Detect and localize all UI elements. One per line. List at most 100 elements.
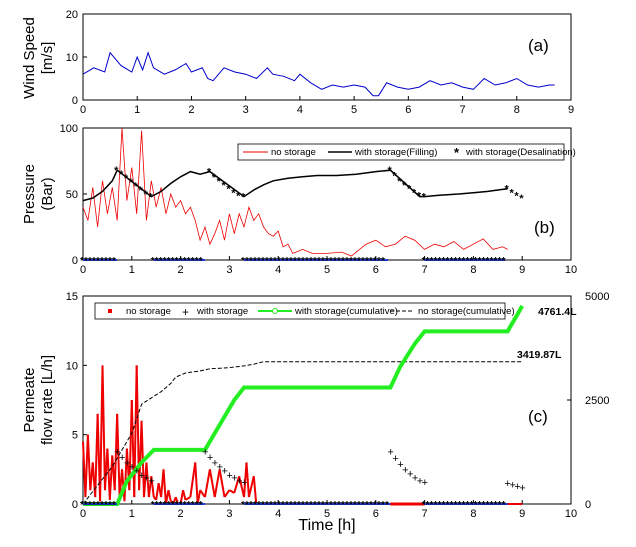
b-zero-marker-73: * — [482, 256, 486, 267]
b-zero-marker-56: * — [377, 256, 381, 267]
c-zero-marker-40: * — [313, 500, 317, 511]
permeate-storage-point-27: + — [514, 481, 520, 493]
permeate-no-storage-seg-54 — [238, 476, 246, 498]
b-zero-marker-69: * — [466, 256, 470, 267]
c-zero-marker-11: * — [159, 500, 163, 511]
c-zero-marker-38: * — [305, 500, 309, 511]
c-zero-marker-60: * — [426, 500, 430, 511]
c-zero-marker-66: * — [450, 500, 454, 511]
c-zero-marker-67: * — [454, 500, 458, 511]
permeate-no-storage-seg-47 — [204, 469, 211, 498]
b-zero-marker-63: * — [442, 256, 446, 267]
pressure-desal-point-2: * — [124, 173, 129, 185]
c-zero-marker-72: * — [474, 500, 478, 511]
a-ytick-label-1: 10 — [66, 52, 78, 64]
c-zero-marker-25: * — [253, 500, 257, 511]
permeate-zero-markers: * * * * * * * * * * * * * * * * * * * * * * * * * * * * * * * * * * * * * * * *… — [80, 500, 508, 511]
permeate-storage-point-15: + — [236, 475, 242, 487]
b-zero-marker-35: * — [293, 256, 297, 267]
permeate-no-storage-seg-28 — [150, 476, 155, 498]
b-zero-marker-65: * — [450, 256, 454, 267]
b-zero-marker-77: * — [498, 256, 502, 267]
permeate-storage-point-21: + — [407, 468, 413, 480]
pressure-desal-point-24: * — [505, 184, 510, 196]
b-zero-marker-13: * — [167, 256, 171, 267]
pressure-desal-point-22: * — [417, 190, 422, 202]
b-zero-marker-58: * — [422, 256, 426, 267]
c-zero-marker-18: * — [187, 500, 191, 511]
pressure-zero-markers: * * * * * * * * * * * * * * * * * * * * * * * * * * * * * * * * * * * * * * * *… — [80, 256, 506, 267]
c-zero-marker-77: * — [494, 500, 498, 511]
b-zero-marker-8: * — [112, 256, 116, 267]
permeate-no-storage-seg-35 — [167, 489, 172, 502]
c-ytick-label-1: 5 — [72, 430, 78, 442]
b-zero-marker-51: * — [357, 256, 361, 267]
panel-wind-speed: 0 1 2 3 4 5 6 7 8 9 0 10 20 (a) Wind Speed [m/s] — [21, 9, 574, 116]
b-zero-marker-29: * — [269, 256, 273, 267]
pressure-desal-point-20: * — [407, 184, 412, 196]
c-zero-marker-69: * — [462, 500, 466, 511]
b-ytick-label-2: 100 — [60, 123, 78, 135]
legend-b-filling-label: with storage(Filling) — [354, 147, 437, 158]
permeate-storage-point-18: + — [392, 453, 398, 465]
c-zero-marker-70: * — [466, 500, 470, 511]
panel-a-ylabel-line-2: [m/s] — [39, 42, 56, 75]
b-zero-marker-15: * — [175, 256, 179, 267]
permeate-storage-point-9: + — [207, 452, 213, 464]
c-zero-marker-65: * — [446, 500, 450, 511]
pressure-desal-point-18: * — [397, 176, 402, 188]
permeate-storage-point-12: + — [222, 466, 228, 478]
permeate-no-storage-seg-45 — [196, 489, 202, 505]
pressure-desal-point-25: * — [509, 188, 514, 200]
pressure-desal-point-10: * — [217, 176, 222, 188]
c-xtick-label-8: 8 — [470, 508, 476, 520]
c-zero-marker-13: * — [167, 500, 171, 511]
permeate-storage-point-7: + — [148, 475, 154, 487]
annotation-storage-total: 4761.4L — [538, 306, 577, 318]
c-zero-marker-52: * — [361, 500, 365, 511]
pressure-desal-point-0: * — [114, 165, 119, 177]
c-zero-marker-10: * — [155, 500, 159, 511]
permeate-no-storage-seg-42 — [184, 496, 191, 501]
b-zero-marker-52: * — [361, 256, 365, 267]
c-zero-marker-74: * — [482, 500, 486, 511]
c-zero-marker-29: * — [269, 500, 273, 511]
panel-a-ticks: 0 1 2 3 4 5 6 7 8 9 0 10 20 — [66, 9, 574, 116]
c-zero-marker-68: * — [458, 500, 462, 511]
b-zero-marker-49: * — [349, 256, 353, 267]
c-xtick-label-9: 9 — [519, 508, 525, 520]
permeate-storage-point-19: + — [397, 459, 403, 471]
b-zero-marker-4: * — [96, 256, 100, 267]
c-zero-marker-24: * — [249, 500, 253, 511]
permeate-no-storage-seg-22 — [135, 365, 141, 491]
permeate-no-storage-seg-57 — [247, 476, 255, 498]
permeate-no-storage-seg-44 — [194, 462, 199, 505]
pressure-desal-point-19: * — [402, 180, 407, 192]
permeate-storage-point-13: + — [226, 470, 232, 482]
permeate-storage-point-24: + — [422, 477, 428, 489]
c-zero-marker-61: * — [430, 500, 434, 511]
permeate-storage-point-0: + — [114, 446, 120, 458]
b-zero-marker-71: * — [474, 256, 478, 267]
permeate-storage-point-22: + — [412, 473, 418, 485]
b-zero-marker-59: * — [426, 256, 430, 267]
b-xtick-label-2: 2 — [178, 264, 184, 276]
b-zero-marker-53: * — [365, 256, 369, 267]
c-xtick-label-0: 0 — [80, 508, 86, 520]
c-zero-marker-49: * — [349, 500, 353, 511]
c-zero-marker-0: * — [80, 500, 84, 511]
c-zero-marker-28: * — [265, 500, 269, 511]
c-zero-marker-75: * — [486, 500, 490, 511]
c-zero-marker-42: * — [321, 500, 325, 511]
panel-b-legend-box — [237, 143, 565, 161]
b-zero-marker-19: * — [191, 256, 195, 267]
b-zero-marker-27: * — [261, 256, 265, 267]
c-ytick-right-label-2: 5000 — [585, 291, 609, 303]
b-zero-marker-54: * — [369, 256, 373, 267]
panel-a-label: (a) — [528, 36, 549, 55]
x-axis-label: Time [h] — [298, 517, 355, 534]
permeate-no-storage-seg-53 — [233, 475, 241, 494]
c-zero-marker-71: * — [470, 500, 474, 511]
pressure-desal-point-3: * — [129, 177, 134, 189]
b-zero-marker-21: * — [199, 256, 203, 267]
